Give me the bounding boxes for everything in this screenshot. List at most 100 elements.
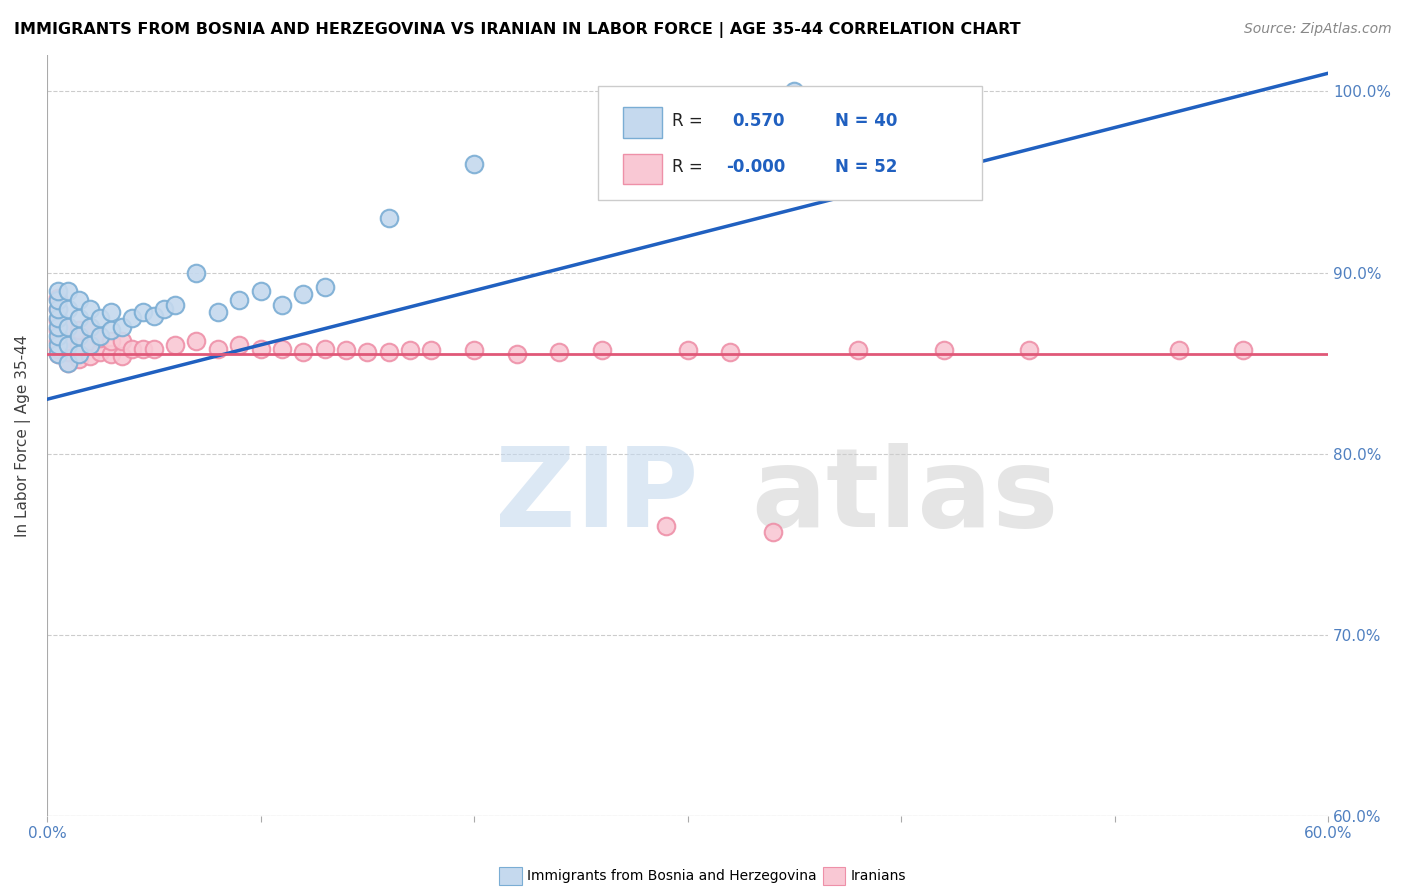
Bar: [623, 153, 662, 184]
Point: [67, 338, 90, 352]
Point: [186, 334, 208, 349]
Point: [548, 345, 571, 359]
Point: [67, 352, 90, 367]
Point: [292, 287, 315, 301]
Point: [463, 157, 485, 171]
Point: [463, 343, 485, 358]
Point: [165, 298, 187, 312]
Point: [46, 293, 69, 307]
Point: [153, 301, 176, 316]
Point: [1232, 343, 1254, 358]
Point: [591, 343, 613, 358]
Point: [100, 334, 122, 349]
Point: [58, 356, 80, 370]
Text: Immigrants from Bosnia and Herzegovina: Immigrants from Bosnia and Herzegovina: [527, 869, 817, 883]
Point: [46, 301, 69, 316]
Point: [46, 347, 69, 361]
Point: [89, 310, 111, 325]
FancyBboxPatch shape: [598, 86, 983, 200]
Point: [655, 519, 678, 533]
Point: [186, 265, 208, 279]
Point: [46, 291, 69, 305]
Point: [89, 329, 111, 343]
Point: [58, 338, 80, 352]
Point: [848, 343, 870, 358]
Point: [100, 347, 122, 361]
Point: [314, 342, 336, 356]
Point: [46, 347, 69, 361]
Point: [142, 342, 165, 356]
Point: [67, 310, 90, 325]
Text: R =: R =: [672, 159, 703, 177]
Point: [67, 347, 90, 361]
Point: [132, 342, 155, 356]
Point: [207, 305, 229, 319]
Text: ZIP: ZIP: [495, 443, 699, 549]
Point: [399, 343, 422, 358]
Point: [79, 319, 101, 334]
Point: [270, 342, 292, 356]
Point: [46, 310, 69, 325]
Point: [79, 301, 101, 316]
Point: [228, 293, 250, 307]
Point: [67, 323, 90, 337]
Point: [121, 342, 143, 356]
Point: [67, 293, 90, 307]
Point: [783, 84, 806, 98]
Point: [58, 319, 80, 334]
Text: R =: R =: [672, 112, 703, 130]
Point: [270, 298, 292, 312]
Point: [932, 343, 955, 358]
Point: [58, 356, 80, 370]
Bar: [623, 107, 662, 137]
Point: [111, 349, 134, 363]
Point: [377, 345, 399, 359]
Point: [207, 342, 229, 356]
Point: [46, 319, 69, 334]
Text: Source: ZipAtlas.com: Source: ZipAtlas.com: [1244, 22, 1392, 37]
Point: [132, 305, 155, 319]
Text: atlas: atlas: [752, 443, 1059, 549]
Text: IMMIGRANTS FROM BOSNIA AND HERZEGOVINA VS IRANIAN IN LABOR FORCE | AGE 35-44 COR: IMMIGRANTS FROM BOSNIA AND HERZEGOVINA V…: [14, 22, 1021, 38]
Point: [79, 319, 101, 334]
Point: [67, 329, 90, 343]
Point: [718, 345, 741, 359]
Y-axis label: In Labor Force | Age 35-44: In Labor Force | Age 35-44: [15, 334, 31, 537]
Point: [46, 284, 69, 298]
Point: [58, 319, 80, 334]
Point: [121, 310, 143, 325]
Point: [420, 343, 443, 358]
Point: [46, 334, 69, 349]
Point: [356, 345, 378, 359]
Point: [1167, 343, 1189, 358]
Point: [100, 305, 122, 319]
Point: [79, 349, 101, 363]
Point: [762, 524, 785, 539]
Point: [46, 342, 69, 356]
Point: [46, 338, 69, 352]
Text: N = 40: N = 40: [835, 112, 897, 130]
Point: [79, 338, 101, 352]
Point: [292, 345, 315, 359]
Point: [46, 312, 69, 326]
Point: [676, 343, 699, 358]
Point: [506, 347, 529, 361]
Text: Iranians: Iranians: [851, 869, 905, 883]
Point: [314, 280, 336, 294]
Text: 0.570: 0.570: [733, 112, 785, 130]
Point: [142, 309, 165, 323]
Point: [46, 301, 69, 316]
Point: [249, 342, 271, 356]
Text: N = 52: N = 52: [835, 159, 897, 177]
Point: [335, 343, 357, 358]
Point: [111, 334, 134, 349]
Point: [249, 284, 271, 298]
Text: -0.000: -0.000: [725, 159, 785, 177]
Point: [165, 338, 187, 352]
Point: [58, 334, 80, 349]
Point: [100, 323, 122, 337]
Point: [58, 284, 80, 298]
Point: [89, 345, 111, 359]
Point: [58, 345, 80, 359]
Point: [111, 319, 134, 334]
